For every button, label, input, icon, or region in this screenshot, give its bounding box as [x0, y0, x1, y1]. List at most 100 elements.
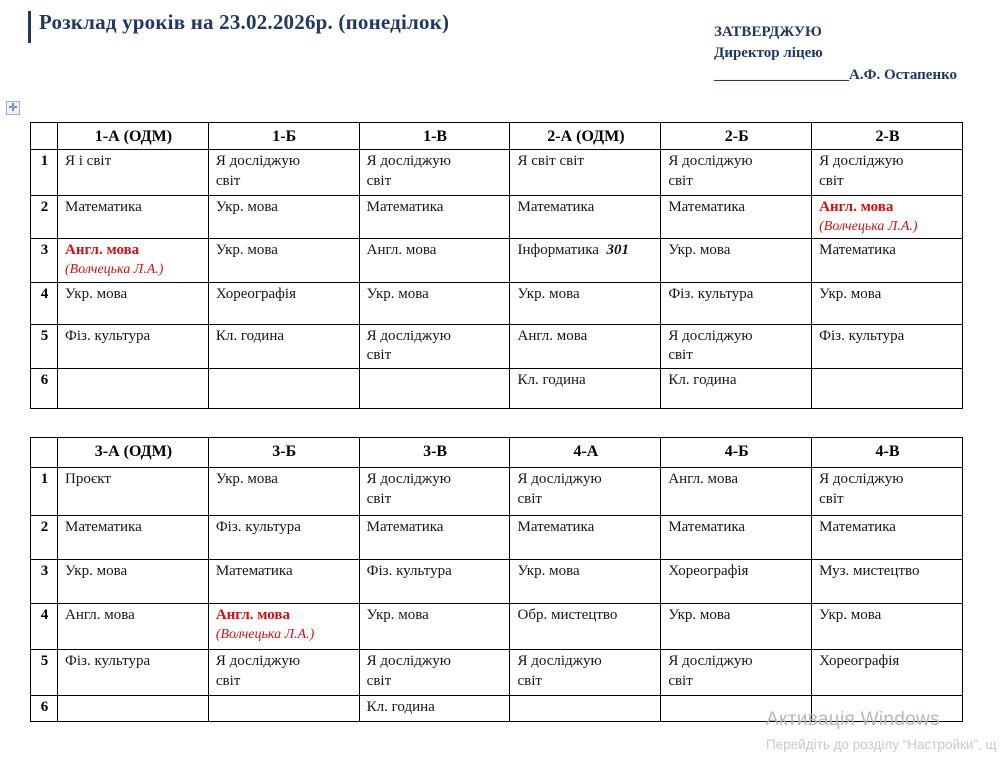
table-row: 1 Проєкт Укр. мова Я досліджую світ Я дослід… — [30, 467, 963, 516]
table-row: 4 Укр. мова Хореографія Укр. мова Укр. мова Ф… — [30, 281, 963, 325]
lesson-cell: Хореографія — [207, 281, 360, 325]
lesson-text: Математика — [65, 519, 142, 535]
lesson-cell — [660, 695, 813, 722]
lesson-cell: Укр. мова — [57, 281, 209, 325]
class-header: 3-А (ОДМ) — [57, 437, 209, 468]
lesson-cell: Математика — [358, 515, 511, 560]
signature-underscores: __________________ — [714, 66, 849, 83]
lesson-cell: Укр. мова — [207, 195, 360, 240]
substitute-teacher-name: (Волчецька Л.А.) — [65, 262, 164, 278]
lesson-text-substitute: Англ. мова — [215, 607, 291, 623]
lesson-cell: Фіз. культура — [358, 559, 511, 604]
lesson-text: Фіз. культура — [819, 327, 905, 344]
schedule-title: Розклад уроків на 23.02.2026р. (понеділо… — [39, 10, 450, 34]
lesson-cell: Укр. мова — [509, 281, 662, 325]
director-name: А.Ф. Остапенко — [849, 66, 958, 83]
table-row: 1 Я і світ Я досліджую світ Я досліджую сві… — [30, 149, 963, 197]
lesson-cell: Я досліджую світ — [811, 467, 963, 516]
lesson-text: Математика — [366, 519, 444, 535]
lesson-text-substitute: Англ. мова — [819, 199, 894, 216]
lesson-text: Хореографія — [215, 285, 296, 302]
lesson-number: 1 — [30, 149, 58, 197]
lesson-number: 4 — [30, 281, 58, 325]
lesson-cell: Укр. мова — [811, 603, 963, 650]
lesson-cell — [207, 368, 360, 410]
approval-line-1: ЗАТВЕРДЖУЮ — [714, 24, 822, 40]
lesson-text: Укр. мова — [366, 607, 429, 623]
lesson-cell — [811, 695, 963, 722]
lesson-cell: Математика — [57, 195, 209, 240]
lesson-cell: Я досліджую світ — [207, 649, 360, 696]
lesson-text: Кл. година — [668, 372, 737, 389]
lesson-text: Я досліджую світ — [366, 471, 451, 507]
lesson-cell: Я досліджую світ — [358, 323, 511, 370]
lesson-number: 4 — [30, 603, 58, 650]
lesson-number: 6 — [30, 695, 58, 722]
lesson-text: Я світ світ — [517, 153, 584, 170]
lesson-text: Математика — [819, 242, 896, 259]
lesson-text: Фіз. культура — [65, 327, 151, 344]
lesson-text: Укр. мова — [517, 285, 580, 302]
table-row: 2 Математика Фіз. культура Математика Матема… — [30, 515, 963, 560]
lesson-text: Укр. мова — [668, 242, 731, 259]
lesson-number: 6 — [30, 368, 58, 410]
lesson-cell: Я досліджую світ — [660, 323, 813, 370]
lesson-cell — [811, 368, 963, 410]
lesson-text: Укр. мова — [668, 607, 731, 623]
approval-signature-line: __________________А.Ф. Остапенко — [714, 65, 957, 86]
lesson-cell: Кл. година — [660, 368, 813, 410]
lesson-number: 2 — [30, 515, 58, 560]
lesson-text-substitute: Англ. мова — [65, 242, 140, 259]
lesson-text: Кл. година — [517, 372, 586, 389]
class-header: 1-Б — [207, 121, 360, 151]
lesson-text: Я досліджую світ — [819, 153, 904, 189]
lesson-cell: Я світ світ — [509, 149, 662, 197]
lesson-cell: Я досліджую світ — [811, 149, 963, 197]
lesson-text: Я досліджую світ — [215, 153, 301, 189]
lesson-cell: Укр. мова — [358, 281, 511, 325]
lesson-text: Я досліджую світ — [366, 153, 451, 189]
lesson-text: Я досліджую світ — [517, 653, 602, 689]
lesson-text: Обр. мистецтво — [517, 607, 618, 623]
lesson-cell: Хореографія — [660, 559, 813, 604]
lesson-number-header — [30, 437, 58, 468]
lesson-text: Англ. мова — [366, 242, 437, 259]
table-row: 5 Фіз. культура Кл. година Я досліджую світ… — [30, 323, 963, 370]
lesson-cell: Я досліджую світ — [509, 467, 662, 516]
lesson-cell: Я досліджую світ — [207, 149, 360, 197]
class-header: 3-Б — [207, 437, 360, 468]
lesson-cell — [509, 695, 662, 722]
table-row: 4 Англ. мова Англ. мова (Волчецька Л.А.) Укр… — [30, 603, 963, 650]
lesson-cell: Укр. мова — [660, 238, 813, 283]
lesson-number: 5 — [30, 323, 58, 370]
lesson-cell — [358, 368, 511, 410]
lesson-number: 3 — [30, 559, 58, 604]
lesson-cell: Кл. година — [509, 368, 662, 410]
lesson-text: Математика — [668, 519, 746, 535]
lesson-cell: Проєкт — [57, 467, 209, 516]
lesson-text: Укр. мова — [819, 607, 882, 623]
lesson-text: Я досліджую світ — [668, 153, 753, 189]
lesson-cell: Фіз. культура — [811, 323, 963, 370]
lesson-cell: Я досліджую світ — [358, 149, 511, 197]
lesson-cell: Хореографія — [811, 649, 963, 696]
lesson-cell: Математика — [509, 195, 662, 240]
class-header: 4-А — [509, 437, 662, 468]
lesson-cell: Я досліджую світ — [358, 649, 511, 696]
lesson-cell: Англ. мова — [509, 323, 662, 370]
lesson-text: Фіз. культура — [668, 285, 754, 302]
lesson-text: Математика — [819, 519, 896, 535]
lesson-cell: Англ. мова — [660, 467, 813, 516]
lesson-text: Я і світ — [65, 153, 112, 170]
title-cursor-bar — [28, 11, 31, 43]
lesson-cell: Укр. мова — [660, 603, 813, 650]
table-move-handle-icon[interactable]: ✛ — [6, 101, 20, 115]
lesson-text: Я досліджую світ — [215, 653, 301, 689]
lesson-text: Фіз. культура — [65, 653, 151, 669]
lesson-cell: Фіз. культура — [57, 649, 209, 696]
lesson-cell: Англ. мова (Волчецька Л.А.) — [207, 603, 360, 650]
lesson-cell — [57, 368, 209, 410]
lesson-text: Укр. мова — [65, 563, 128, 579]
lesson-cell: Фіз. культура — [660, 281, 813, 325]
